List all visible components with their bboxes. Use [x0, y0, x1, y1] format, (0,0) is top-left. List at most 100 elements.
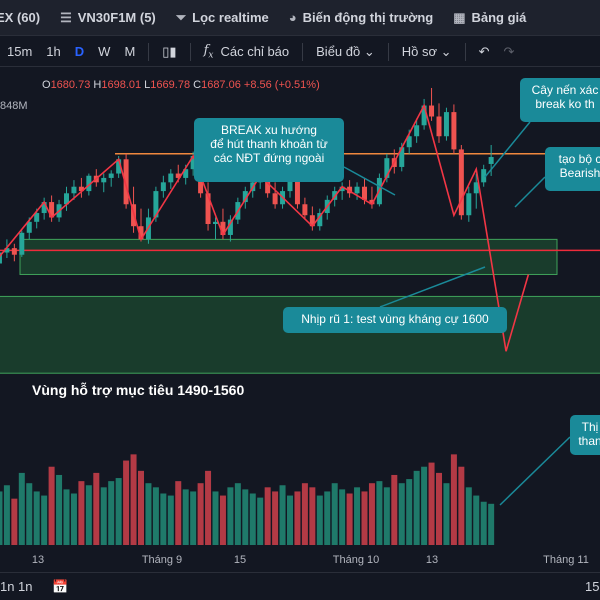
- interval-m[interactable]: M: [124, 44, 136, 59]
- annotation-break-text: các NĐT đứng ngoài: [214, 151, 325, 165]
- tab-vn30f1m-watchlist[interactable]: ☰ VN30F1M (5): [60, 10, 156, 26]
- volume-bar: [294, 491, 301, 545]
- volume-bar: [316, 495, 323, 545]
- x-axis-tick-label: Tháng 9: [142, 554, 182, 566]
- interval-1h[interactable]: 1h: [46, 44, 61, 59]
- candle-body: [19, 232, 25, 255]
- interval-15m[interactable]: 15m: [7, 44, 33, 59]
- volume-bar: [279, 485, 286, 545]
- volume-bar: [85, 485, 92, 545]
- chevron-down-icon: ⌄: [363, 43, 375, 59]
- candle-body: [213, 221, 218, 225]
- indicators-button[interactable]: Các chỉ báo: [220, 44, 290, 59]
- candle-body: [473, 182, 479, 194]
- candle-body: [436, 116, 442, 137]
- annotation-cay-nen-box: [520, 78, 600, 122]
- calendar-icon[interactable]: 📅: [52, 579, 69, 594]
- x-axis-tick-label: 13: [32, 554, 44, 566]
- volume-bar: [108, 481, 115, 545]
- redo-icon[interactable]: ↷: [503, 43, 515, 59]
- volume-bar: [421, 466, 428, 545]
- volume-bar: [488, 503, 495, 545]
- divider: [302, 42, 304, 61]
- chevron-down-icon: ⌄: [440, 43, 452, 59]
- volume-bar: [361, 491, 368, 545]
- volume-bar: [413, 470, 420, 545]
- tab-price-board[interactable]: ▦ Bảng giá: [453, 10, 526, 26]
- price-chart[interactable]: 13 Tháng 9 15 Tháng 10 13 Tháng 11 BREAK xu h…: [0, 67, 600, 572]
- ohlc-open-label: O: [42, 79, 51, 91]
- volume-bar: [26, 483, 33, 545]
- volume-bar: [368, 483, 375, 545]
- candle-body: [86, 175, 92, 192]
- candle-body: [399, 147, 405, 167]
- volume-bar: [175, 481, 182, 545]
- interval-d[interactable]: D: [74, 44, 85, 59]
- tab-market-movement[interactable]: ◕ Biến động thị trường: [289, 10, 433, 25]
- volume-bar: [339, 489, 346, 545]
- ohlc-high-label: H: [93, 79, 102, 91]
- candle-body: [168, 173, 174, 183]
- candle-body: [123, 159, 129, 205]
- tab-label: VN30F1M (5): [77, 10, 156, 25]
- candle-body: [116, 159, 122, 174]
- volume-bar: [197, 483, 204, 545]
- candle-body: [160, 182, 166, 192]
- volume-bar: [130, 454, 137, 545]
- candle-body: [78, 186, 84, 192]
- candle-body: [220, 221, 226, 235]
- volume-bar: [443, 483, 450, 545]
- candle-body: [421, 105, 427, 126]
- candle-body: [406, 136, 412, 148]
- profile-button[interactable]: Hồ sơ ⌄: [395, 44, 459, 60]
- candle-body: [354, 186, 360, 194]
- volume-bar: [383, 487, 390, 545]
- interval-w[interactable]: W: [98, 44, 111, 59]
- candle-body: [101, 177, 107, 183]
- ohlc-high: 1698.01: [101, 79, 142, 91]
- candle-body: [138, 226, 144, 240]
- candle-body: [0, 252, 2, 264]
- x-axis-tick-label: 13: [426, 554, 438, 566]
- chart-type-label: Biểu đồ: [316, 43, 361, 59]
- tab-ex-watchlist[interactable]: EX (60): [0, 10, 40, 25]
- tab-label: Biến động thị trường: [302, 10, 434, 25]
- volume-bar: [309, 487, 316, 545]
- candle-body: [339, 186, 345, 192]
- candle-body: [443, 112, 449, 137]
- divider: [148, 42, 150, 61]
- candle-type-icon[interactable]: ▯▮: [162, 43, 177, 59]
- support-zone-box: [19, 238, 558, 275]
- undo-icon[interactable]: ↶: [478, 43, 490, 59]
- volume-bar: [480, 501, 487, 545]
- volume-bar: [48, 466, 55, 545]
- tab-realtime-filter[interactable]: ⏷ Lọc realtime: [176, 10, 269, 26]
- candle-body: [369, 199, 375, 205]
- annotation-break-pointer: [343, 166, 396, 196]
- candle-body: [71, 186, 77, 194]
- volume-bar: [3, 485, 10, 545]
- top-tab-bar: EX (60) ☰ VN30F1M (5) ⏷ Lọc realtime ◕ B…: [0, 0, 600, 36]
- x-axis-tick-label: Tháng 10: [333, 554, 379, 566]
- annotation-tao-bo-text: Bearish: [560, 166, 600, 180]
- indicators-icon[interactable]: fx: [203, 42, 214, 61]
- range-button-2[interactable]: 1n: [18, 579, 33, 594]
- ohlc-close-label: C: [193, 79, 202, 91]
- divider: [189, 42, 191, 61]
- range-button-1[interactable]: 1n: [0, 579, 15, 594]
- volume-bar: [212, 491, 219, 545]
- volume-bar: [234, 483, 241, 545]
- volume-bar: [398, 483, 405, 545]
- chart-type-button[interactable]: Biểu đồ ⌄: [309, 44, 382, 60]
- candle-body: [429, 105, 435, 117]
- annotation-break-text: BREAK xu hướng: [221, 123, 317, 137]
- candle-body: [287, 180, 293, 192]
- candle-body: [458, 149, 464, 216]
- volume-bar: [41, 495, 48, 545]
- list-icon: ☰: [60, 9, 72, 25]
- volume-bar: [78, 481, 85, 545]
- candle-body: [108, 173, 114, 178]
- candle-body: [34, 213, 40, 222]
- candle-body: [466, 193, 472, 216]
- candle-body: [205, 193, 211, 225]
